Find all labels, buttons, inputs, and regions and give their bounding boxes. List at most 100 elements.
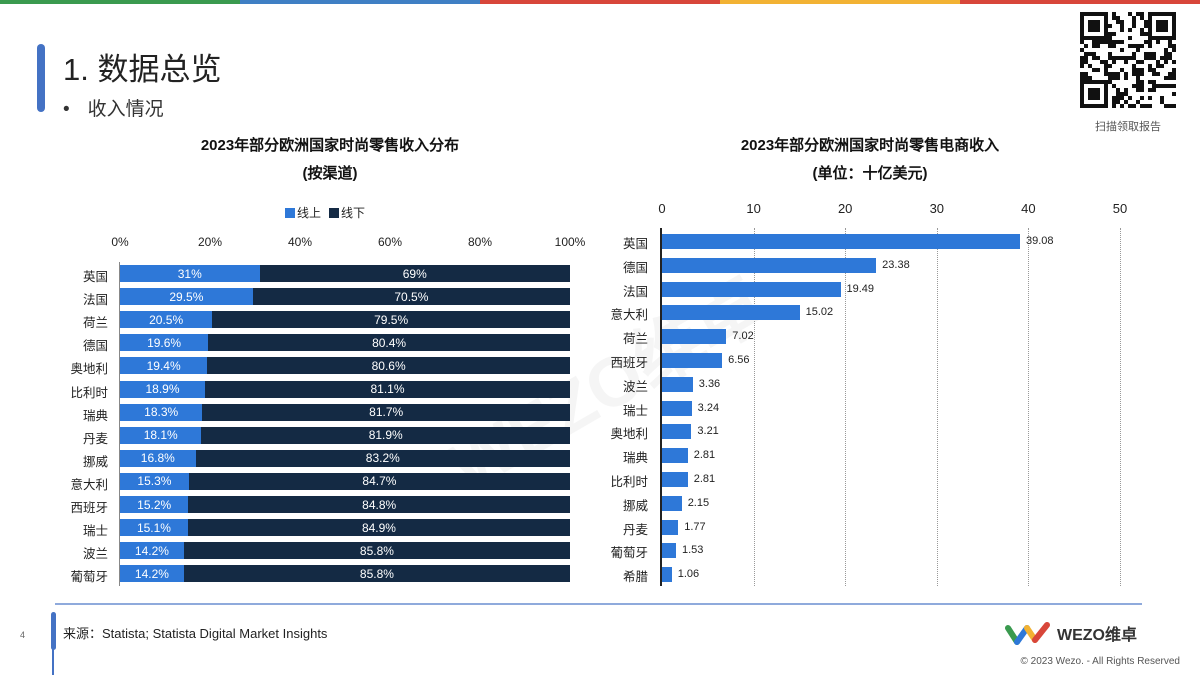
x-tick-label: 10 bbox=[746, 201, 761, 216]
color-segment bbox=[0, 0, 240, 4]
value-label: 39.08 bbox=[1025, 235, 1054, 247]
x-tick-label: 40 bbox=[1021, 201, 1036, 216]
value-label: 15.02 bbox=[805, 306, 834, 319]
category-label: 挪威 bbox=[82, 454, 108, 469]
bullet: • bbox=[63, 99, 70, 120]
y-axis bbox=[119, 262, 120, 586]
chart-title: 2023年部分欧洲国家时尚零售收入分布 bbox=[200, 137, 460, 154]
value-label: 19.49 bbox=[846, 282, 875, 295]
bar-online: 19.4% bbox=[120, 357, 208, 375]
color-segment bbox=[240, 0, 480, 4]
bar-offline: 80.6% bbox=[207, 357, 570, 375]
value-label: 6.56 bbox=[728, 354, 750, 366]
bar-offline: 81.7% bbox=[202, 403, 570, 421]
bar bbox=[662, 400, 692, 416]
bar bbox=[662, 424, 692, 440]
brand-logo: WEZO维卓 bbox=[1005, 620, 1137, 646]
bar-online: 14.2% bbox=[120, 542, 184, 560]
bar bbox=[662, 472, 688, 487]
bar bbox=[662, 281, 841, 297]
category-label: 德国 bbox=[82, 339, 108, 354]
x-tick-label: 60% bbox=[377, 235, 403, 249]
x-tick-label: 30 bbox=[929, 201, 945, 216]
category-label: 奥地利 bbox=[610, 427, 648, 442]
bar-online: 18.9% bbox=[120, 380, 206, 398]
category-label: 比利时 bbox=[610, 475, 648, 489]
bar-online: 29.5% bbox=[120, 288, 253, 306]
qr-code bbox=[1080, 12, 1176, 108]
bar-offline: 81.1% bbox=[205, 380, 570, 398]
value-label: 2.15 bbox=[687, 496, 710, 509]
bar-offline: 85.8% bbox=[183, 542, 570, 560]
value-label: 1.77 bbox=[684, 520, 706, 533]
value-label: 3.36 bbox=[698, 377, 721, 390]
legend-offline: 线下 bbox=[329, 204, 365, 221]
title-accent bbox=[37, 44, 45, 112]
value-label: 1.53 bbox=[682, 544, 704, 557]
category-label: 瑞典 bbox=[622, 451, 648, 466]
bar bbox=[662, 495, 682, 511]
category-label: 意大利 bbox=[610, 308, 648, 323]
bar bbox=[662, 305, 800, 321]
category-label: 法国 bbox=[82, 293, 108, 308]
category-label: 意大利 bbox=[70, 477, 108, 492]
x-tick-label: 40% bbox=[287, 235, 313, 249]
category-label: 荷兰 bbox=[622, 332, 648, 347]
gridline bbox=[1028, 228, 1030, 586]
brand-name: WEZO维卓 bbox=[1057, 627, 1137, 644]
bar-offline: 79.5% bbox=[212, 311, 570, 329]
subtitle-text: 收入情况 bbox=[87, 99, 164, 120]
left-chart-legend: 线上 线下 bbox=[285, 204, 365, 221]
chart-title: 2023年部分欧洲国家时尚零售电商收入 bbox=[740, 137, 1000, 154]
gridline bbox=[1120, 228, 1121, 586]
gridline bbox=[845, 228, 847, 586]
category-label: 荷兰 bbox=[82, 316, 108, 331]
x-tick-label: 80% bbox=[467, 235, 493, 249]
color-segment bbox=[480, 0, 720, 4]
bar-offline: 85.8% bbox=[183, 565, 570, 583]
section-subtitle: • 收入情况 bbox=[63, 94, 182, 121]
y-axis bbox=[660, 228, 662, 586]
bar-offline: 80.4% bbox=[208, 334, 570, 352]
bar-online: 15.3% bbox=[120, 472, 189, 490]
bar-online: 15.2% bbox=[120, 496, 189, 513]
category-label: 英国 bbox=[622, 237, 648, 251]
source-note: 来源：Statista; Statista Digital Market Ins… bbox=[63, 626, 328, 641]
category-label: 瑞典 bbox=[82, 408, 108, 423]
bar bbox=[662, 353, 723, 368]
footer-accent bbox=[51, 612, 56, 650]
color-segment bbox=[960, 0, 1200, 4]
bar-online: 18.1% bbox=[120, 426, 202, 444]
bar-online: 16.8% bbox=[120, 449, 196, 467]
footer-divider bbox=[55, 603, 1142, 605]
page-title: 1. 数据总览 bbox=[63, 52, 222, 87]
right-chart-title: 2023年部分欧洲国家时尚零售电商收入 (单位：十亿美元) bbox=[680, 132, 1060, 188]
value-label: 23.38 bbox=[882, 258, 910, 271]
bar bbox=[662, 543, 676, 559]
bar bbox=[662, 519, 679, 535]
category-label: 希腊 bbox=[622, 570, 648, 585]
value-label: 7.02 bbox=[732, 330, 754, 343]
bar bbox=[662, 376, 693, 392]
category-label: 西班牙 bbox=[70, 501, 108, 515]
color-segment bbox=[720, 0, 960, 4]
category-label: 葡萄牙 bbox=[70, 570, 108, 585]
category-label: 波兰 bbox=[82, 547, 108, 562]
category-label: 德国 bbox=[622, 260, 648, 275]
category-label: 挪威 bbox=[622, 498, 648, 513]
page-number: 4 bbox=[20, 630, 26, 640]
x-tick-label: 0 bbox=[658, 201, 666, 216]
bar bbox=[662, 567, 672, 583]
bar-online: 15.1% bbox=[120, 519, 188, 537]
x-tick-label: 50 bbox=[1112, 201, 1128, 216]
category-label: 奥地利 bbox=[70, 362, 108, 377]
value-label: 1.06 bbox=[677, 568, 700, 581]
gridline bbox=[936, 228, 938, 586]
x-tick-label: 20% bbox=[197, 235, 223, 249]
x-tick-label: 100% bbox=[554, 235, 586, 249]
bar-offline: 70.5% bbox=[252, 288, 570, 306]
bar-online: 31% bbox=[120, 265, 260, 282]
category-label: 法国 bbox=[622, 284, 648, 299]
category-label: 瑞士 bbox=[82, 524, 108, 539]
category-label: 葡萄牙 bbox=[610, 546, 648, 561]
